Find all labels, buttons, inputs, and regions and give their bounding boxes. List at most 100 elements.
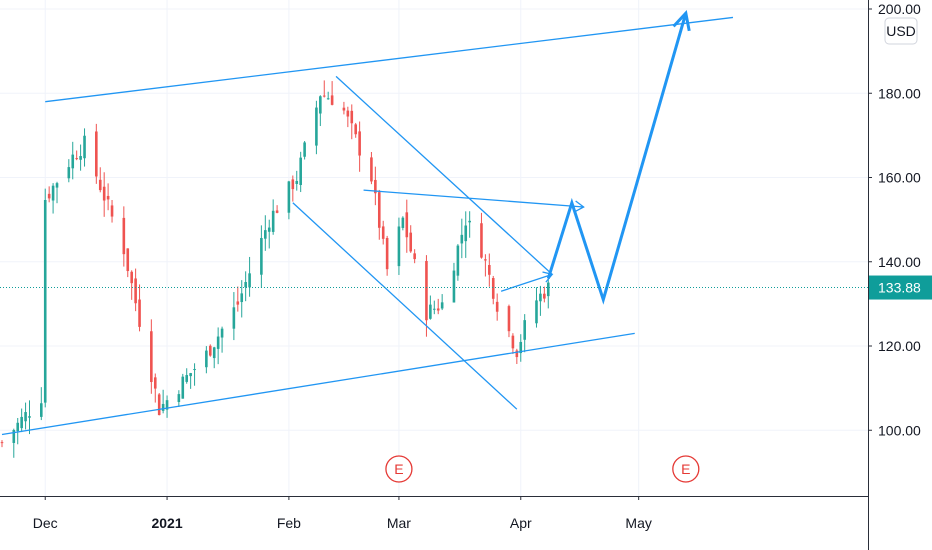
candle-body bbox=[350, 110, 354, 124]
candle-body bbox=[185, 375, 189, 382]
trend-line[interactable] bbox=[335, 75, 553, 275]
candle-body bbox=[208, 345, 212, 356]
candles bbox=[0, 80, 550, 458]
candle-body bbox=[291, 179, 295, 190]
candle-body bbox=[260, 237, 263, 275]
candle-body bbox=[433, 308, 436, 310]
arrow-head[interactable] bbox=[542, 271, 554, 283]
trend-line[interactable] bbox=[45, 16, 734, 103]
candle-body bbox=[539, 293, 542, 302]
drawings[interactable] bbox=[0, 10, 868, 436]
arrow-line[interactable] bbox=[363, 189, 584, 208]
candle-body bbox=[543, 293, 546, 299]
candle-body bbox=[519, 341, 523, 354]
earnings-event-marker[interactable] bbox=[385, 455, 413, 483]
candle-body bbox=[275, 210, 279, 213]
candle-body bbox=[75, 158, 78, 160]
candle-body bbox=[515, 350, 519, 358]
candle-body bbox=[405, 212, 409, 238]
arrow-head[interactable] bbox=[574, 200, 585, 213]
candle-body bbox=[354, 124, 357, 135]
candle-body bbox=[122, 217, 126, 255]
candle-body bbox=[95, 131, 98, 177]
candle-body bbox=[16, 422, 20, 432]
candle-body bbox=[374, 179, 377, 194]
candle-body bbox=[55, 183, 59, 188]
time-axis-background bbox=[0, 496, 932, 550]
candle-body bbox=[98, 179, 102, 191]
candle-body bbox=[377, 192, 381, 228]
candle-body bbox=[205, 350, 208, 368]
candle-body bbox=[28, 416, 31, 418]
candle-body bbox=[153, 377, 157, 389]
candle-body bbox=[413, 253, 416, 260]
candle-body bbox=[110, 205, 114, 217]
currency-badge[interactable] bbox=[884, 17, 918, 45]
candle-body bbox=[342, 107, 346, 111]
candle-body bbox=[491, 278, 495, 299]
candle-body bbox=[346, 110, 350, 117]
candle-body bbox=[79, 156, 82, 160]
price-axis-label: 140.00 bbox=[878, 254, 921, 270]
price-axis-label: 160.00 bbox=[878, 170, 921, 186]
candle-body bbox=[134, 278, 137, 304]
candle-body bbox=[43, 199, 47, 403]
candle-body bbox=[460, 234, 464, 244]
candle-body bbox=[232, 307, 236, 329]
grid bbox=[0, 0, 868, 496]
candle-body bbox=[244, 282, 247, 288]
earnings-event-marker[interactable] bbox=[672, 455, 700, 483]
candle-body bbox=[480, 223, 483, 258]
candle-body bbox=[295, 180, 299, 184]
time-axis-label: Mar bbox=[387, 515, 411, 531]
candle-body bbox=[150, 331, 153, 383]
price-axis-label: 100.00 bbox=[878, 422, 921, 438]
candle-body bbox=[425, 260, 428, 321]
time-axis-label: 2021 bbox=[151, 515, 182, 531]
candle-body bbox=[157, 394, 161, 416]
candle-body bbox=[83, 135, 86, 159]
arrow-line[interactable] bbox=[500, 273, 553, 292]
candle-body bbox=[12, 429, 16, 443]
candle-body bbox=[303, 142, 306, 157]
time-axis-label: May bbox=[625, 515, 651, 531]
candle-body bbox=[126, 248, 130, 272]
candle-body bbox=[106, 195, 110, 200]
candle-body bbox=[20, 416, 23, 429]
time-axis-label: Feb bbox=[277, 515, 301, 531]
time-axis-label: Dec bbox=[33, 515, 58, 531]
candle-body bbox=[464, 225, 468, 242]
candle-body bbox=[507, 306, 511, 332]
candle-body bbox=[287, 181, 291, 213]
last-price-label: 133.88 bbox=[878, 280, 921, 296]
candle-body bbox=[299, 157, 302, 186]
candle-body bbox=[102, 186, 106, 201]
price-axis-label: 180.00 bbox=[878, 85, 921, 101]
candle-body bbox=[177, 394, 181, 402]
candle-body bbox=[216, 336, 220, 349]
time-axis-label: Apr bbox=[510, 515, 532, 531]
candle-body bbox=[535, 300, 538, 324]
projection-path[interactable] bbox=[546, 12, 688, 305]
candle-body bbox=[212, 347, 216, 359]
candle-body bbox=[138, 299, 141, 327]
trend-line[interactable] bbox=[292, 202, 518, 410]
candle-body bbox=[495, 301, 499, 312]
candle-body bbox=[397, 226, 401, 267]
candle-body bbox=[181, 376, 185, 399]
candle-body bbox=[264, 230, 267, 239]
candle-body bbox=[271, 210, 275, 232]
earnings-event-label: E bbox=[681, 461, 690, 477]
candle-body bbox=[330, 95, 334, 105]
candle-body bbox=[452, 270, 456, 303]
candle-body bbox=[326, 98, 330, 100]
trend-line[interactable] bbox=[1, 332, 635, 436]
candle-body bbox=[484, 259, 487, 261]
candle-body bbox=[220, 328, 224, 338]
projection-arrow-head[interactable] bbox=[672, 10, 691, 32]
price-axis-background bbox=[868, 0, 932, 550]
